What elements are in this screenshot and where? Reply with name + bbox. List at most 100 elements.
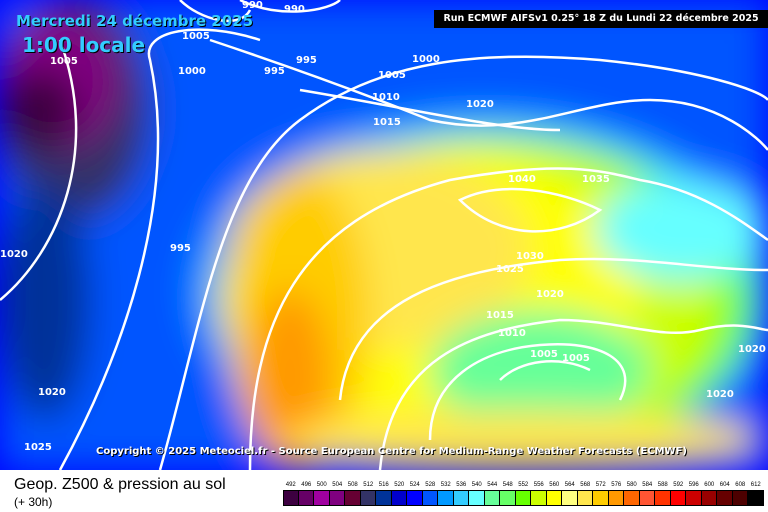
legend-value: 588	[657, 482, 668, 488]
isobar-label: 1010	[498, 328, 526, 339]
legend-swatch	[593, 490, 609, 506]
legend-swatch	[298, 490, 314, 506]
legend-swatch	[732, 490, 748, 506]
legend-entry: 520	[391, 480, 407, 506]
isobar-label: 1040	[508, 174, 536, 185]
legend-entry: 588	[655, 480, 671, 506]
legend-value: 528	[425, 482, 436, 488]
legend-swatch	[686, 490, 702, 506]
legend-value: 560	[549, 482, 560, 488]
legend-entry: 504	[329, 480, 345, 506]
isobar-label: 1000	[412, 54, 440, 65]
legend-swatch	[469, 490, 485, 506]
legend-entry: 492	[283, 480, 299, 506]
legend-value: 532	[440, 482, 451, 488]
map-title: Geop. Z500 & pression au sol	[14, 476, 226, 493]
legend-entry: 496	[298, 480, 314, 506]
legend-value: 536	[456, 482, 467, 488]
legend-swatch	[329, 490, 345, 506]
legend-swatch	[546, 490, 562, 506]
legend-entry: 608	[732, 480, 748, 506]
isobar-label: 995	[170, 243, 191, 254]
legend-entry: 572	[593, 480, 609, 506]
legend-entry: 544	[484, 480, 500, 506]
legend-value: 608	[735, 482, 746, 488]
legend-value: 520	[394, 482, 405, 488]
legend-swatch	[438, 490, 454, 506]
legend-swatch	[345, 490, 361, 506]
legend-value: 544	[487, 482, 498, 488]
legend-value: 524	[409, 482, 420, 488]
model-run-info: Run ECMWF AIFSv1 0.25° 18 Z du Lundi 22 …	[434, 10, 768, 28]
legend-swatch	[577, 490, 593, 506]
isobar-label: 1010	[372, 92, 400, 103]
isobar-label: 1005	[530, 349, 558, 360]
copyright: Copyright © 2025 Meteociel.fr - Source E…	[96, 446, 687, 457]
legend-swatch	[608, 490, 624, 506]
forecast-date: Mercredi 24 décembre 2025	[16, 12, 254, 30]
legend-entry: 584	[639, 480, 655, 506]
legend-entry: 600	[701, 480, 717, 506]
legend-value: 564	[564, 482, 575, 488]
weather-map[interactable]: Mercredi 24 décembre 2025 1:00 locale Ru…	[0, 0, 768, 470]
legend-swatch	[717, 490, 733, 506]
legend-value: 580	[626, 482, 637, 488]
legend-swatch	[670, 490, 686, 506]
legend-entry: 564	[562, 480, 578, 506]
isobar-label: 1015	[486, 310, 514, 321]
legend-entry: 548	[500, 480, 516, 506]
legend-swatch	[624, 490, 640, 506]
isobar-label: 1000	[178, 66, 206, 77]
legend-entry: 596	[686, 480, 702, 506]
legend-entry: 536	[453, 480, 469, 506]
legend-entry: 508	[345, 480, 361, 506]
legend-value: 556	[533, 482, 544, 488]
legend-entry: 512	[360, 480, 376, 506]
lead-time: (+ 30h)	[14, 495, 53, 509]
isobar-label: 1020	[706, 389, 734, 400]
legend-entry: 552	[515, 480, 531, 506]
legend-entry: 612	[748, 480, 764, 506]
legend-swatch	[376, 490, 392, 506]
legend-value: 552	[518, 482, 529, 488]
legend-swatch	[407, 490, 423, 506]
legend-value: 568	[580, 482, 591, 488]
legend-value: 584	[642, 482, 653, 488]
legend-swatch	[701, 490, 717, 506]
legend-entry: 604	[717, 480, 733, 506]
isobar-label: 990	[284, 4, 305, 15]
legend-swatch	[531, 490, 547, 506]
isobar-label: 1005	[562, 353, 590, 364]
isobar-label: 1035	[582, 174, 610, 185]
legend-swatch	[391, 490, 407, 506]
isobar-label: 1025	[496, 264, 524, 275]
isobar-label: 1020	[536, 289, 564, 300]
legend-entry: 500	[314, 480, 330, 506]
legend-entry: 516	[376, 480, 392, 506]
legend-swatch	[562, 490, 578, 506]
isobar-label: 1020	[0, 249, 28, 260]
legend-swatch	[515, 490, 531, 506]
legend-swatch	[453, 490, 469, 506]
legend-entry: 532	[438, 480, 454, 506]
legend-swatch	[314, 490, 330, 506]
isobar-label: 1025	[24, 442, 52, 453]
isobar-label: 1005	[182, 31, 210, 42]
legend-swatch	[484, 490, 500, 506]
isobar-label: 1020	[738, 344, 766, 355]
legend-value: 540	[471, 482, 482, 488]
legend-value: 572	[595, 482, 606, 488]
legend-entry: 556	[531, 480, 547, 506]
legend-entry: 540	[469, 480, 485, 506]
isobar-label: 995	[264, 66, 285, 77]
legend-swatch	[360, 490, 376, 506]
legend-entry: 568	[577, 480, 593, 506]
legend-swatch	[283, 490, 299, 506]
color-legend: 492 496 500 504 508 512 516 520 524 528 532 536 540 5…	[283, 480, 764, 506]
legend-value: 512	[363, 482, 374, 488]
isobar-label: 1015	[373, 117, 401, 128]
legend-value: 600	[704, 482, 715, 488]
legend-entry: 592	[670, 480, 686, 506]
isobar-label: 1020	[38, 387, 66, 398]
isobar-label: 995	[296, 55, 317, 66]
